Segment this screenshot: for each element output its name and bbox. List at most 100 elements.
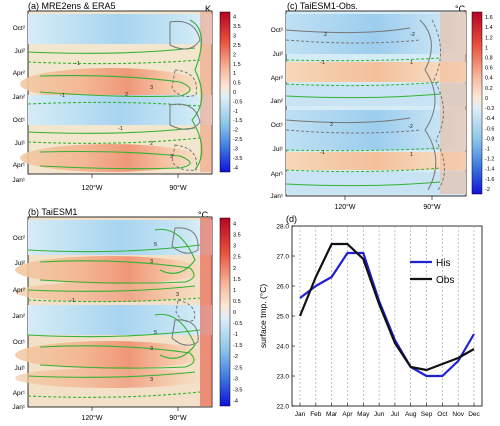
- contour-label: 5: [154, 330, 157, 336]
- colorbar-tick-label: 2.5: [233, 255, 241, 261]
- colorbar-tick-label: -2.5: [233, 365, 242, 371]
- colorbar-tick-label: -1: [233, 332, 238, 338]
- panel-d-title: (d): [286, 214, 297, 224]
- colorbar-tick-label: 3: [233, 34, 236, 40]
- colorbar-tick-label: -3.5: [233, 387, 242, 393]
- contour-label: 3: [150, 377, 153, 383]
- colorbar-tick-label: 2: [233, 266, 236, 272]
- lon-tick: 120°W: [81, 184, 102, 192]
- colorbar-tick-label: 3.5: [233, 24, 241, 30]
- colorbar-tick-label: -4: [233, 165, 238, 171]
- colorbar-tick-label: -0.2: [485, 106, 494, 112]
- lon-tick: 120°W: [334, 203, 355, 211]
- time-tick: Oct¹: [271, 122, 284, 129]
- time-tick: Apr¹: [13, 162, 26, 169]
- time-tick: Jul¹: [15, 140, 26, 147]
- lon-tick: 90°W: [169, 184, 187, 192]
- time-tick: Jan²: [12, 94, 25, 101]
- contour-label: 1: [410, 60, 413, 66]
- contour-label: -1: [118, 126, 123, 132]
- panel-a-time-axis: Oct² Jul² Apr² Jan² Oct¹ Jul¹ Apr¹ Jan¹: [12, 25, 25, 184]
- contour-label: 2: [324, 32, 327, 38]
- contour-label: 2: [125, 92, 128, 98]
- colorbar-tick-label: 4: [233, 15, 236, 21]
- y-axis-label: surface tmp. (°C): [258, 284, 268, 348]
- panel-b-contours-gray: [171, 227, 199, 346]
- panel-c-lon-axis: 120°W 90°W: [334, 196, 441, 211]
- panel-a-unit: K: [205, 4, 211, 14]
- y-tick-label: 27.0: [276, 254, 289, 261]
- panel-d: (d) 22.0 23.0 24.0 25.0 26.0 27.0 28.0 Jan Feb M…: [258, 214, 483, 418]
- colorbar-tick-label: -3.5: [233, 156, 242, 162]
- y-tick-label: 24.0: [276, 344, 289, 351]
- colorbar-tick-label: -0.4: [485, 116, 494, 122]
- x-tick-label: Mar: [326, 411, 338, 418]
- colorbar-tick-label: 1.2: [485, 35, 493, 41]
- time-tick: Apr²: [13, 287, 26, 294]
- time-tick: Apr¹: [13, 390, 26, 397]
- colorbar-tick-label: -2: [233, 128, 238, 134]
- y-tick-label: 26.0: [276, 284, 289, 291]
- series-line-his: [299, 251, 475, 378]
- x-tick-label: Oct: [437, 411, 447, 418]
- panel-b-title: (b) TaiESM1: [28, 207, 77, 217]
- colorbar-tick-label: 0.6: [485, 66, 493, 72]
- time-tick: Oct²: [271, 27, 284, 34]
- panel-c-shading: [286, 12, 466, 194]
- panel-a-contours-gray: [169, 20, 201, 171]
- x-tick-label: Jun: [374, 411, 385, 418]
- colorbar-tick-label: 1: [485, 45, 488, 51]
- panel-b-colorbar-labels: 4 3.5 3 2.5 2 1.5 1 0.5 0 -0.5 -1 -1.5 -2 -2.5 -3 -3.5 -…: [233, 222, 242, 405]
- x-tick-label: Jan: [295, 411, 306, 418]
- time-tick: Oct¹: [13, 339, 26, 346]
- panel-b: (b) TaiESM1 °C: [12, 207, 242, 422]
- time-tick: Jul¹: [273, 146, 284, 153]
- panel-b-contours-green: [27, 228, 201, 398]
- panel-a-colorbar: [219, 11, 231, 173]
- panel-a-colorbar-labels: 4 3.5 3 2.5 2 1.5 1 0.5 0 -0.5 -1 -1.5 -2 -2.5 -3 -3.5 -…: [233, 15, 242, 172]
- colorbar-tick-label: 0.5: [233, 299, 241, 305]
- colorbar-tick-label: 0: [485, 96, 488, 102]
- time-tick: Apr²: [271, 75, 284, 82]
- colorbar-tick-label: -2: [233, 354, 238, 360]
- colorbar-tick-label: 4: [233, 222, 236, 228]
- panel-c-contour-labels: 2 -1 -2 1 2 -1 -2 1: [320, 32, 415, 158]
- colorbar-tick-label: 0.5: [233, 81, 241, 87]
- panel-a: (a) MRE2ens & ERA5 K -1 2: [12, 1, 242, 184]
- colorbar-tick-label: 1.6: [485, 15, 493, 21]
- contour-label: -1: [320, 60, 325, 66]
- colorbar-tick-label: 1: [233, 71, 236, 77]
- time-tick: Jan¹: [12, 404, 25, 411]
- time-tick: Jan¹: [12, 177, 25, 184]
- series-line-obs: [298, 242, 475, 372]
- panel-b-shading: [15, 218, 212, 406]
- colorbar-tick-label: -1.5: [233, 343, 242, 349]
- panel-c-contours-gray: [285, 19, 445, 191]
- lon-tick: 90°W: [169, 414, 187, 422]
- time-tick: Jul¹: [15, 365, 26, 372]
- time-tick: Oct²: [13, 25, 26, 32]
- colorbar-tick-label: 2.5: [233, 43, 241, 49]
- colorbar-tick-label: -1.5: [233, 118, 242, 124]
- contour-label: 3: [150, 346, 153, 352]
- colorbar-tick-label: -0.5: [233, 99, 242, 105]
- panel-c-colorbar-labels: 1.6 1.4 1.2 1 0.8 0.6 0.4 0.2 0 -0.2 -0.4 -0.6 -0.8 -…: [485, 15, 494, 193]
- colorbar-tick-label: -3: [233, 376, 238, 382]
- series-lines: [298, 242, 475, 378]
- contour-label: -1: [70, 298, 75, 304]
- colorbar-tick-label: 0.2: [485, 86, 493, 92]
- colorbar-tick-label: 3.5: [233, 233, 241, 239]
- x-tick-label: Dec: [468, 411, 480, 418]
- colorbar-tick-label: 1: [233, 288, 236, 294]
- time-tick: Jan²: [270, 98, 283, 105]
- panel-a-shading: [20, 12, 212, 172]
- colorbar-tick-label: -1.6: [485, 177, 494, 183]
- x-tick-label: Feb: [310, 411, 322, 418]
- contour-label: 3: [150, 85, 153, 91]
- time-tick: Jul²: [15, 260, 26, 267]
- panel-c-colorbar: [471, 11, 483, 195]
- x-tick-label: Aug: [405, 411, 417, 418]
- contour-label: 2: [150, 141, 153, 147]
- panel-c-title: (c) TaiESM1-Obs.: [287, 1, 358, 11]
